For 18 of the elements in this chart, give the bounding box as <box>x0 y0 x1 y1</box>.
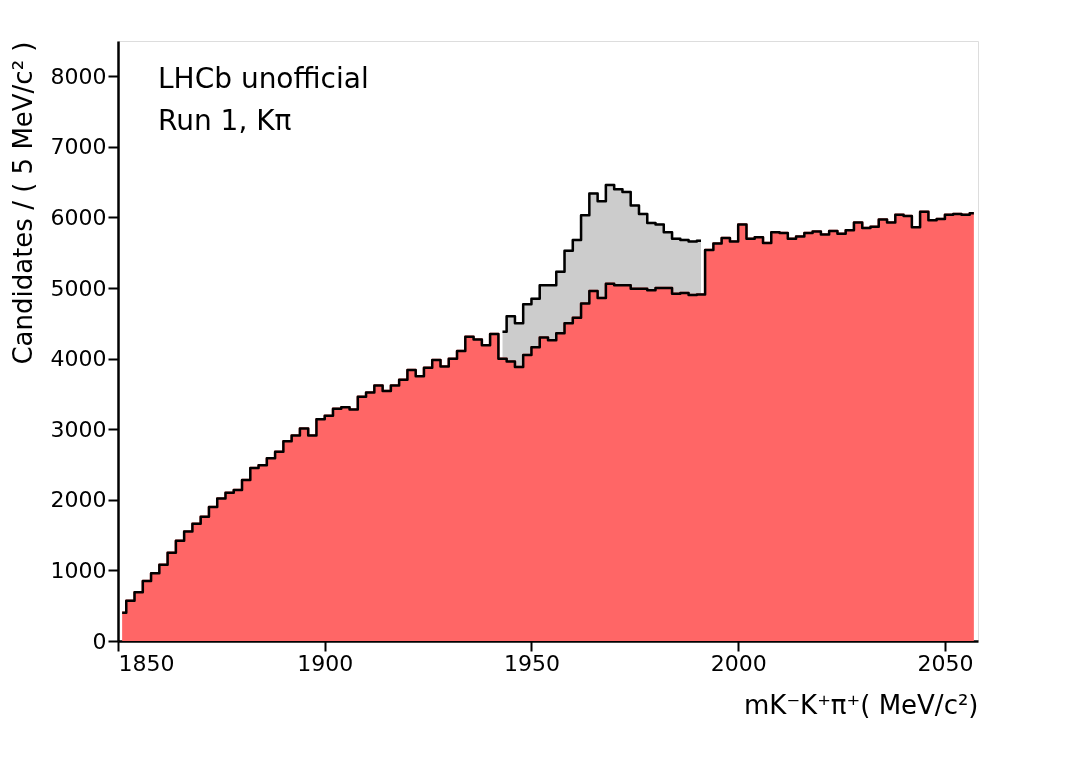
x-tick-label: 1850 <box>118 650 175 676</box>
y-tick-label: 5000 <box>50 275 107 301</box>
x-tick-label: 2000 <box>710 650 767 676</box>
annotation: Run 1, Kπ <box>158 104 292 137</box>
annotation: LHCb unofficial <box>158 62 369 95</box>
y-tick-label: 8000 <box>50 63 107 89</box>
y-tick-label: 4000 <box>50 346 107 372</box>
y-tick-label: 0 <box>92 628 107 654</box>
y-tick-label: 1000 <box>50 557 107 583</box>
x-tick-label: 2050 <box>917 650 974 676</box>
x-tick-label: 1950 <box>503 650 560 676</box>
x-axis-title: mK⁻K⁺π⁺( MeV/c²) <box>744 689 979 720</box>
y-axis-title: Candidates / ( 5 MeV/c² ) <box>7 41 38 365</box>
y-tick-label: 7000 <box>50 134 107 160</box>
x-tick-label: 1900 <box>297 650 354 676</box>
y-tick-label: 3000 <box>50 416 107 442</box>
y-tick-label: 6000 <box>50 204 107 230</box>
y-tick-label: 2000 <box>50 487 107 513</box>
